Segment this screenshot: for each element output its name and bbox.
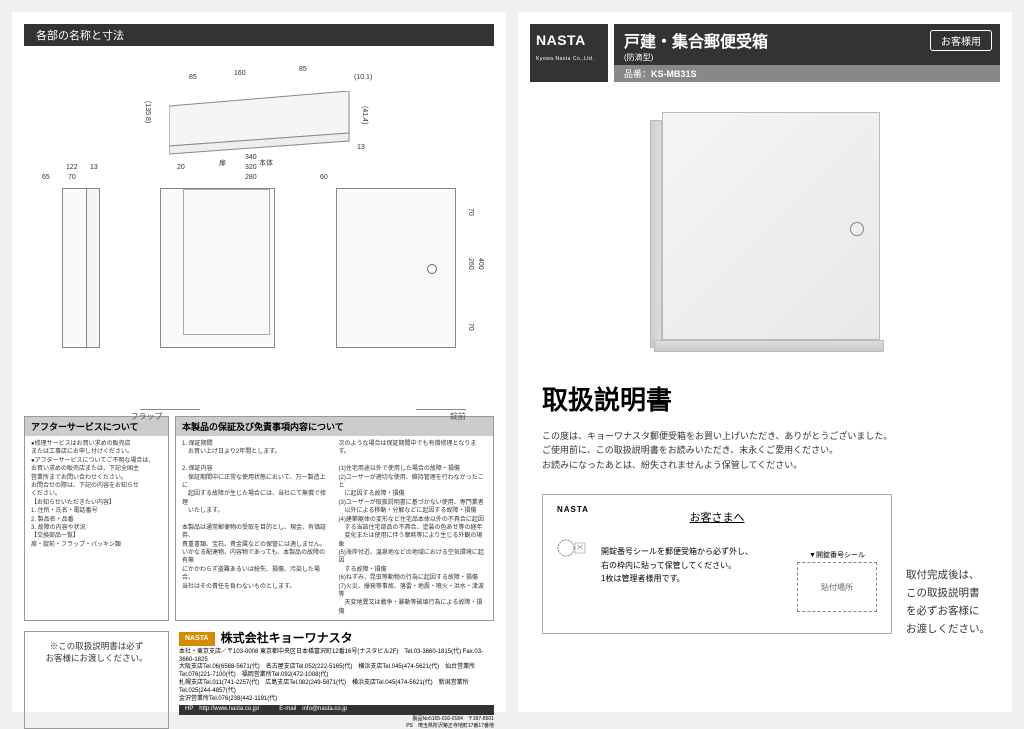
model-row: 品番：KS-MB31S: [614, 65, 1000, 82]
manual-title: 取扱説明書: [542, 380, 988, 417]
header-row: NASTA Kyowa Nasta Co.,Ltd. 戸建・集合郵便受箱 (防滴…: [530, 24, 1000, 82]
product-rendering: [650, 112, 880, 352]
sticker-placeholder: 貼付場所: [797, 562, 877, 612]
footer-bar: HP http://www.nasta.co.jp/ E-mail info@n…: [179, 705, 494, 715]
lock-icon: [427, 264, 437, 274]
nasta-badge: NASTA: [179, 632, 215, 645]
section-header-dimensions: 各部の名称と寸法: [24, 24, 494, 46]
front-view-1: フラップ: [160, 188, 275, 396]
top-view-diagram: 85 160 85 (10.1) (135.8) (41.4) 13 扉 本体: [99, 56, 419, 166]
after-service-box: アフターサービスについて ●修理サービスはお買い求めの販売店 または工事店にお申…: [24, 416, 169, 621]
company-block: ※この取扱説明書は必ず お客様にお渡しください。 NASTA 株式会社キョーワナ…: [24, 631, 494, 729]
brand-logo: NASTA Kyowa Nasta Co.,Ltd.: [530, 24, 608, 82]
wedge-shape: [169, 91, 369, 161]
warranty-section: アフターサービスについて ●修理サービスはお買い求めの販売店 または工事店にお申…: [24, 416, 494, 621]
lock-icon: [850, 222, 864, 236]
side-view-1: [62, 188, 100, 396]
warranty-terms-box: 本製品の保証及び免責事項内容について 1. 保証期間 お買い上げ日より2年間とし…: [175, 416, 494, 621]
sticker-area: ▼開錠番号シール 貼付場所: [797, 550, 877, 612]
handover-notice: ※この取扱説明書は必ず お客様にお渡しください。: [24, 631, 169, 729]
page-right: NASTA Kyowa Nasta Co.,Ltd. 戸建・集合郵便受箱 (防滴…: [518, 12, 1012, 712]
manual-intro: この度は、キョーワナスタ郵便受箱をお買い上げいただき、ありがとうございました。 …: [542, 429, 988, 472]
customer-badge: お客様用: [930, 30, 992, 51]
front-view-2: 70 260 400 70 錠前: [336, 188, 456, 396]
product-title-box: 戸建・集合郵便受箱 (防滴型) 品番：KS-MB31S お客様用: [614, 24, 1000, 82]
page-left: 各部の名称と寸法 85 160 85 (10.1) (135.8) (41.4)…: [12, 12, 506, 712]
side-handover-note: 取付完成後は、 この取扱説明書 を必ずお客様に お渡しください。: [906, 567, 996, 638]
after-service-body: ●修理サービスはお買い求めの販売店 または工事店にお申し付けください。 ●アフタ…: [25, 436, 168, 553]
company-info: NASTA 株式会社キョーワナスタ 本社・東京支店／〒103-0008 東京都中…: [179, 631, 494, 729]
orthographic-views: 340 320 280 122 13 65 70 20 60 フラップ 70 2…: [32, 166, 486, 396]
card-brand: NASTA: [557, 505, 589, 514]
stamp-icon: [557, 535, 587, 561]
customer-card: NASTA お客さまへ 開錠番号シールを郵便受箱から必ず外し、 右の枠内に貼って…: [542, 494, 892, 634]
